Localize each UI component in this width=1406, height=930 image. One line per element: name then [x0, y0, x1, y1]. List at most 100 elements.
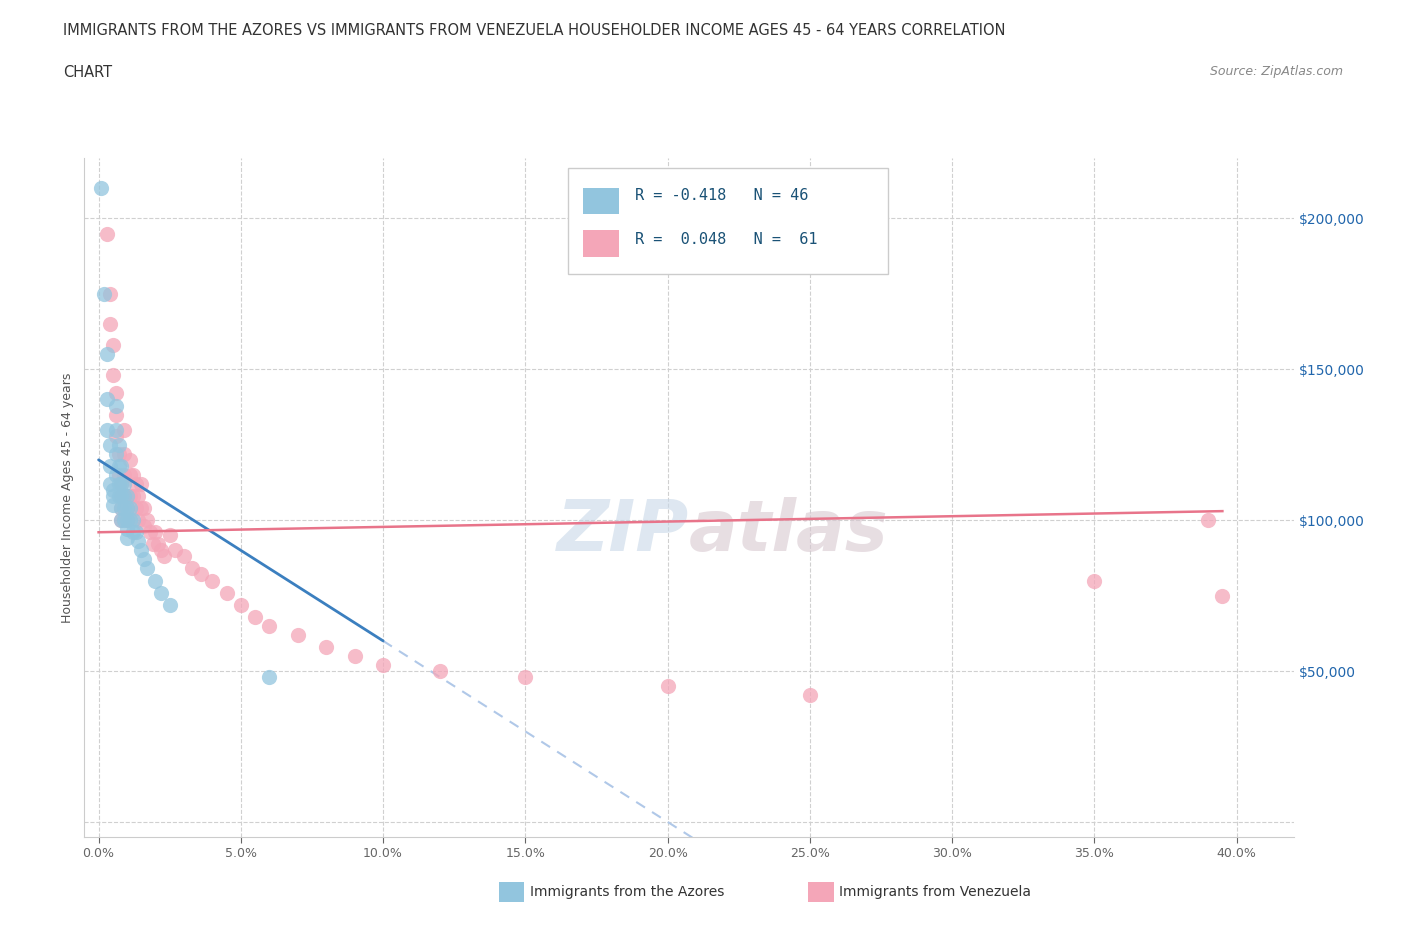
Point: [259, 618, 281, 633]
Point: [136, 512, 159, 527]
Point: [657, 679, 679, 694]
Point: [150, 543, 173, 558]
Point: [112, 446, 135, 461]
Point: [96, 347, 118, 362]
Point: [104, 428, 127, 443]
Point: [124, 525, 146, 539]
Point: [190, 567, 212, 582]
Point: [115, 522, 138, 537]
Point: [104, 468, 127, 483]
Point: [110, 476, 132, 491]
Point: [96, 226, 118, 241]
Point: [112, 500, 135, 515]
Point: [110, 488, 132, 503]
Point: [118, 468, 141, 483]
Point: [101, 368, 124, 383]
Point: [153, 549, 176, 564]
Point: [139, 525, 162, 539]
Text: atlas: atlas: [689, 497, 889, 566]
Point: [159, 528, 181, 543]
Point: [107, 468, 129, 483]
Point: [145, 525, 167, 539]
Point: [101, 483, 124, 498]
Text: ZIP: ZIP: [557, 497, 689, 566]
Point: [150, 585, 173, 600]
Point: [121, 468, 143, 483]
Text: Immigrants from Venezuela: Immigrants from Venezuela: [839, 884, 1032, 899]
Point: [98, 476, 121, 491]
Point: [429, 664, 451, 679]
Point: [110, 488, 132, 503]
Point: [112, 422, 135, 437]
Point: [110, 500, 132, 515]
Point: [127, 512, 149, 527]
Point: [145, 573, 167, 588]
Point: [115, 512, 138, 527]
Text: Source: ZipAtlas.com: Source: ZipAtlas.com: [1209, 65, 1343, 78]
Point: [181, 561, 204, 576]
Text: Immigrants from the Azores: Immigrants from the Azores: [530, 884, 724, 899]
Point: [110, 512, 132, 527]
Point: [259, 670, 281, 684]
Point: [118, 452, 141, 467]
Text: IMMIGRANTS FROM THE AZORES VS IMMIGRANTS FROM VENEZUELA HOUSEHOLDER INCOME AGES : IMMIGRANTS FROM THE AZORES VS IMMIGRANTS…: [63, 23, 1005, 38]
Point: [165, 543, 187, 558]
Point: [96, 392, 118, 407]
Point: [121, 525, 143, 539]
Point: [107, 488, 129, 503]
Bar: [582, 188, 619, 215]
Point: [115, 488, 138, 503]
Point: [110, 512, 132, 527]
Y-axis label: Householder Income Ages 45 - 64 years: Householder Income Ages 45 - 64 years: [60, 372, 75, 623]
Point: [315, 640, 337, 655]
Point: [371, 658, 394, 672]
Point: [343, 648, 366, 663]
Point: [110, 458, 132, 473]
Text: CHART: CHART: [63, 65, 112, 80]
Point: [799, 688, 821, 703]
Point: [127, 534, 149, 549]
Point: [132, 552, 155, 567]
Point: [101, 488, 124, 503]
Point: [101, 338, 124, 352]
Point: [115, 531, 138, 546]
Point: [129, 500, 152, 515]
Point: [96, 422, 118, 437]
Point: [93, 286, 115, 301]
Point: [104, 422, 127, 437]
Point: [127, 488, 149, 503]
Point: [115, 512, 138, 527]
Point: [118, 488, 141, 503]
Point: [1083, 573, 1105, 588]
Point: [243, 609, 266, 624]
Text: R = -0.418   N = 46: R = -0.418 N = 46: [634, 188, 808, 203]
Point: [110, 476, 132, 491]
Point: [107, 437, 129, 452]
Point: [104, 446, 127, 461]
Point: [115, 488, 138, 503]
Point: [104, 407, 127, 422]
Point: [115, 500, 138, 515]
Point: [515, 670, 537, 684]
Point: [124, 476, 146, 491]
Point: [110, 500, 132, 515]
Point: [132, 500, 155, 515]
Point: [104, 386, 127, 401]
Point: [90, 180, 112, 195]
Point: [112, 476, 135, 491]
Point: [112, 488, 135, 503]
Point: [148, 537, 170, 551]
Point: [215, 585, 238, 600]
Point: [129, 476, 152, 491]
Text: R =  0.048   N =  61: R = 0.048 N = 61: [634, 232, 817, 247]
Point: [229, 597, 252, 612]
Point: [132, 519, 155, 534]
Point: [98, 437, 121, 452]
Point: [287, 628, 309, 643]
Point: [98, 286, 121, 301]
Point: [124, 500, 146, 515]
Point: [121, 512, 143, 527]
Point: [104, 398, 127, 413]
FancyBboxPatch shape: [568, 168, 889, 273]
Point: [1197, 512, 1219, 527]
